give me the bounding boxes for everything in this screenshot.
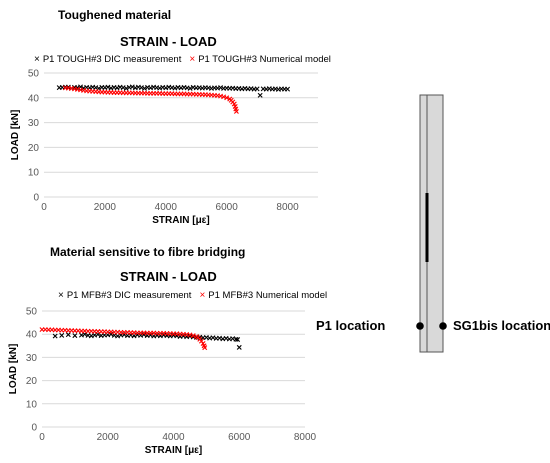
bottom-chart-y-tick-label: 50 [26,307,38,318]
cross-marker-icon: × [189,53,196,65]
bottom-chart-x-tick-label: 4000 [162,432,185,443]
bottom-chart-y-tick-label: 10 [26,399,38,410]
bottom-chart-series0-point [78,332,84,338]
bottom-chart-series0-point [65,332,71,338]
top-legend-item-dic: × P1 TOUGH#3 DIC measurement [34,54,181,65]
top-chart-x-tick-label: 2000 [94,202,117,213]
bottom-legend-label-dic: P1 MFB#3 DIC measurement [66,290,192,301]
cross-marker-icon: × [58,289,64,301]
cross-marker-icon: × [34,53,40,65]
bottom-chart-x-tick-label: 2000 [97,432,120,443]
top-chart-x-tick-label: 8000 [276,202,299,213]
top-chart-series1-point [224,95,230,101]
bottom-chart-series1-point [202,345,208,351]
bottom-chart-y-tick-label: 40 [26,330,38,341]
top-legend: × P1 TOUGH#3 DIC measurement × P1 TOUGH#… [34,54,339,65]
bottom-chart-series0-point [235,337,241,343]
bottom-legend-label-model: P1 MFB#3 Numerical model [208,290,328,301]
top-chart-series1-point [233,108,239,114]
bottom-chart-y-axis-label: LOAD [kN] [8,344,19,395]
top-heading: Toughened material [58,8,172,22]
top-chart-x-tick-label: 6000 [216,202,239,213]
top-chart-y-tick-label: 30 [28,118,40,129]
bottom-chart-x-tick-label: 6000 [228,432,251,443]
top-chart-x-tick-label: 4000 [155,202,178,213]
bottom-chart-y-tick-label: 0 [31,423,37,434]
bottom-legend-item-model: × P1 MFB#3 Numerical model [199,290,327,301]
top-chart-y-tick-label: 40 [28,93,40,104]
sg1bis-location-label: SG1bis location [453,318,550,333]
top-chart-x-axis-label: STRAIN [με] [152,215,210,226]
bottom-chart-x-tick-label: 0 [39,432,45,443]
bottom-chart-series0-point [52,333,58,339]
bottom-chart-series0-point [59,332,65,338]
top-chart-y-tick-label: 20 [28,143,40,154]
top-chart-y-tick-label: 10 [28,168,40,179]
top-legend-label-model: P1 TOUGH#3 Numerical model [198,54,331,65]
bottom-legend-item-dic: × P1 MFB#3 DIC measurement [58,290,191,301]
top-chart-y-axis-label: LOAD [kN] [10,110,21,161]
top-chart-series0-point [257,92,263,98]
bottom-chart-series0-point [72,333,78,339]
top-chart-series0-point [254,86,260,92]
top-chart-y-tick-label: 50 [28,69,40,80]
top-legend-item-model: × P1 TOUGH#3 Numerical model [189,54,331,65]
bottom-chart-series0-point [236,344,242,350]
bottom-chart-x-axis-label: STRAIN [με] [145,445,203,456]
top-legend-label-dic: P1 TOUGH#3 DIC measurement [42,54,182,65]
bottom-chart-x-tick-label: 8000 [294,432,317,443]
bottom-legend: × P1 MFB#3 DIC measurement × P1 MFB#3 Nu… [58,290,335,301]
bottom-heading: Material sensitive to fibre bridging [50,245,246,259]
top-chart-series0-point [285,86,291,92]
top-chart-x-tick-label: 0 [41,202,47,213]
bottom-chart-title: STRAIN - LOAD [120,269,217,284]
cross-marker-icon: × [199,289,206,301]
bottom-chart-series0-point [233,336,239,342]
top-chart-title: STRAIN - LOAD [120,34,217,49]
p1-location-label: P1 location [316,318,386,333]
bottom-chart-series1-point [190,333,196,339]
bottom-chart-y-tick-label: 20 [26,376,38,387]
bottom-chart-y-tick-label: 30 [26,353,38,364]
top-chart-y-tick-label: 0 [33,193,39,204]
bottom-chart-series0-point [141,332,147,338]
